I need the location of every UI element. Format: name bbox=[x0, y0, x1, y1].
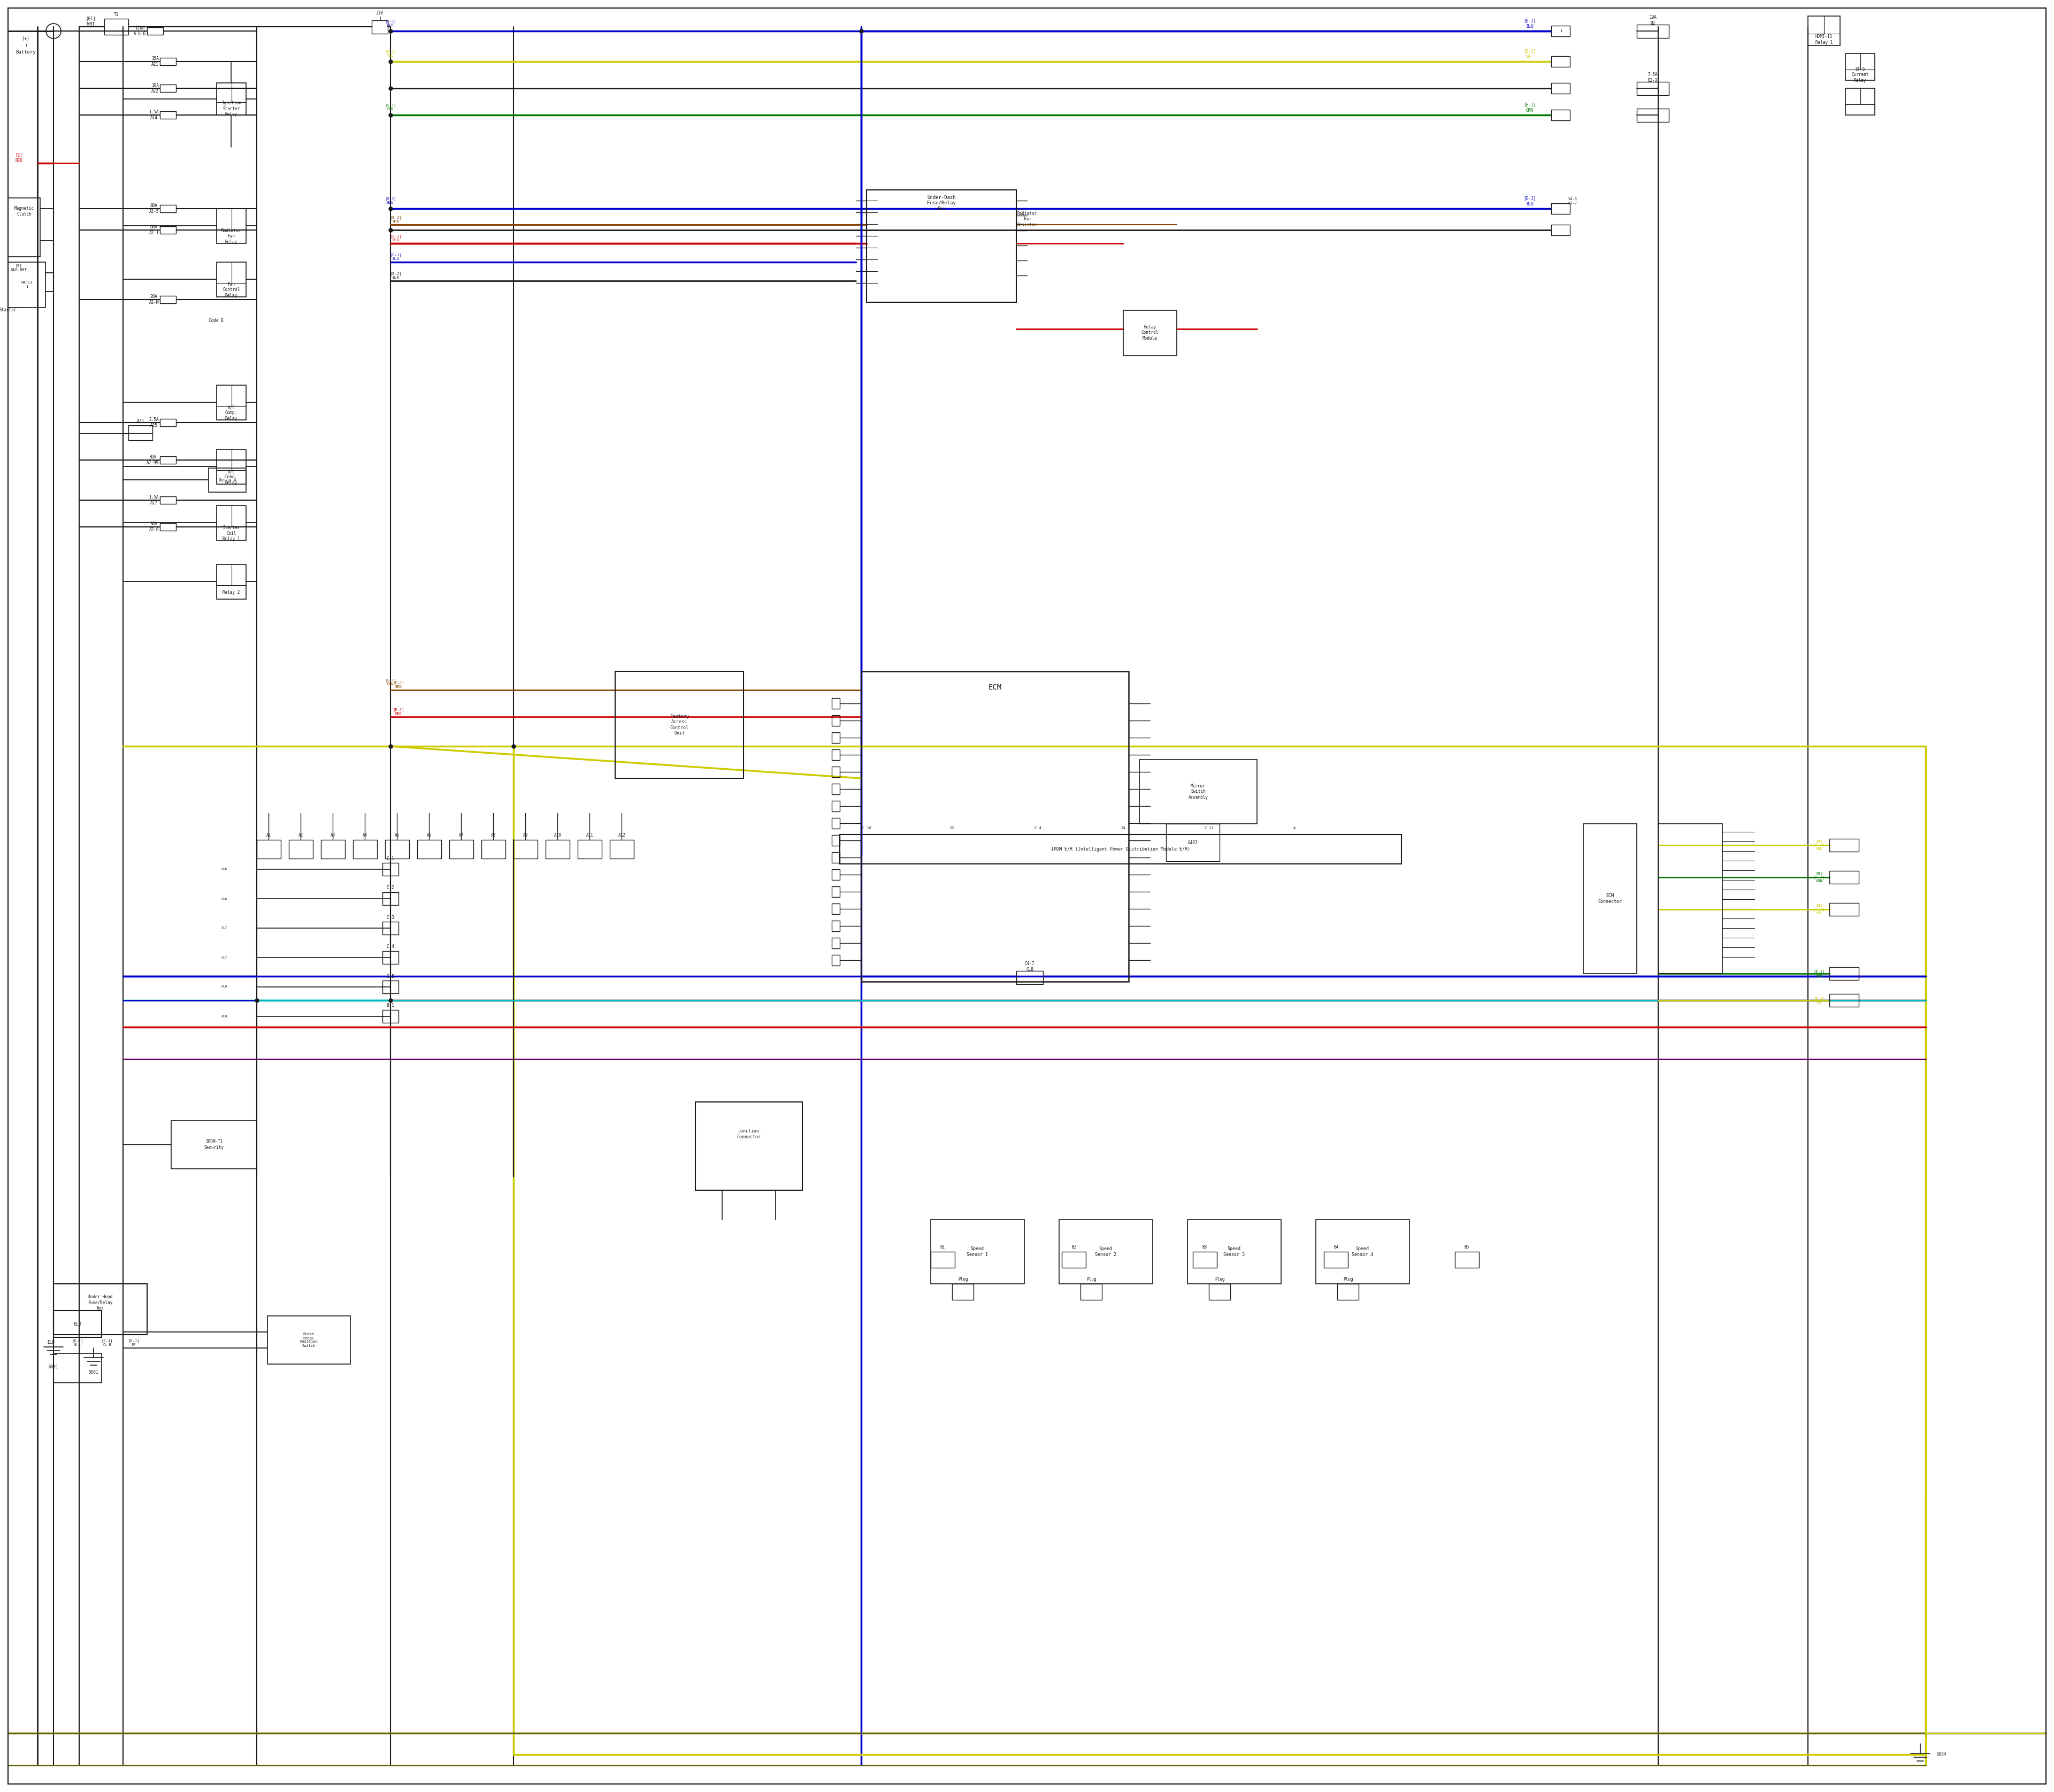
Bar bbox=[1551, 109, 1569, 120]
Text: Speed
Sensor 2: Speed Sensor 2 bbox=[1095, 1247, 1115, 1256]
Bar bbox=[832, 903, 840, 914]
Text: 1.5A
A17: 1.5A A17 bbox=[150, 495, 158, 505]
Text: C 4: C 4 bbox=[386, 944, 394, 950]
Bar bbox=[1317, 1220, 1409, 1283]
Bar bbox=[372, 20, 388, 34]
Text: G001: G001 bbox=[49, 1364, 58, 1369]
Text: A1: A1 bbox=[267, 833, 271, 839]
Bar bbox=[216, 208, 246, 244]
Text: A8: A8 bbox=[491, 833, 495, 839]
Bar bbox=[1551, 25, 1569, 36]
Bar bbox=[257, 840, 281, 858]
Text: 2.5A
A25: 2.5A A25 bbox=[150, 418, 158, 428]
Text: ECM
Connector: ECM Connector bbox=[1598, 894, 1623, 903]
Text: B12
[E-J]
GRN: B12 [E-J] GRN bbox=[1814, 871, 1826, 883]
Text: Speed
Sensor 1: Speed Sensor 1 bbox=[967, 1247, 988, 1256]
Bar bbox=[1808, 16, 1840, 45]
Text: Radiator
Fan
Relay: Radiator Fan Relay bbox=[222, 228, 240, 244]
Text: B11
[E-J]
YEL: B11 [E-J] YEL bbox=[1814, 840, 1826, 851]
Bar bbox=[832, 869, 840, 880]
Text: 20A
A2-M: 20A A2-M bbox=[150, 294, 158, 305]
Text: 19A
B2: 19A B2 bbox=[1649, 14, 1656, 25]
Bar bbox=[1193, 1253, 1216, 1267]
Text: Factory
Access
Control
Unit: Factory Access Control Unit bbox=[670, 713, 688, 735]
Bar bbox=[1830, 903, 1859, 916]
Text: B2: B2 bbox=[1072, 1245, 1076, 1249]
Bar bbox=[832, 733, 840, 744]
Bar bbox=[160, 457, 177, 464]
Text: [E-J]
BLU: [E-J] BLU bbox=[1524, 195, 1536, 206]
Bar bbox=[386, 840, 409, 858]
Text: Ignition
Starter
Relay: Ignition Starter Relay bbox=[222, 100, 240, 116]
Text: C 10: C 10 bbox=[863, 826, 871, 830]
Text: [E-J]
SP: [E-J] SP bbox=[127, 1339, 140, 1346]
Bar bbox=[1210, 1283, 1230, 1299]
Text: T1: T1 bbox=[113, 13, 119, 16]
Bar bbox=[1167, 824, 1220, 862]
Text: A25: A25 bbox=[138, 419, 144, 423]
Bar bbox=[160, 57, 177, 65]
Text: 1.5A
A14: 1.5A A14 bbox=[150, 109, 158, 120]
Bar bbox=[267, 1315, 351, 1364]
Bar bbox=[1658, 824, 1723, 973]
Bar bbox=[1830, 968, 1859, 980]
Text: 24: 24 bbox=[1121, 826, 1126, 830]
Text: A19: A19 bbox=[222, 1014, 228, 1018]
Text: Magnetic
Clutch: Magnetic Clutch bbox=[14, 206, 35, 217]
Bar bbox=[1637, 25, 1668, 38]
Bar bbox=[832, 817, 840, 828]
Text: ECM: ECM bbox=[988, 683, 1002, 692]
Bar bbox=[867, 190, 1017, 303]
Text: [E]
BLK-WHT: [E] BLK-WHT bbox=[10, 263, 27, 271]
Text: A: A bbox=[1294, 826, 1296, 830]
Bar bbox=[481, 840, 505, 858]
Bar bbox=[1844, 88, 1875, 115]
Text: [E-J]
GRN: [E-J] GRN bbox=[1524, 102, 1536, 113]
Text: Starter
Coil
Relay 1: Starter Coil Relay 1 bbox=[222, 525, 240, 541]
Text: 15A
A21: 15A A21 bbox=[152, 56, 158, 66]
Bar bbox=[353, 840, 378, 858]
Text: A5: A5 bbox=[394, 833, 401, 839]
Text: A17: A17 bbox=[222, 926, 228, 930]
Bar bbox=[832, 767, 840, 778]
Text: Plug: Plug bbox=[1087, 1278, 1097, 1281]
Text: [E1]
WHT: [E1] WHT bbox=[86, 16, 97, 27]
Bar bbox=[105, 18, 127, 34]
Bar bbox=[1637, 109, 1668, 122]
Bar bbox=[832, 715, 840, 726]
Bar bbox=[160, 296, 177, 303]
Text: 22: 22 bbox=[949, 826, 955, 830]
Text: A3: A3 bbox=[331, 833, 335, 839]
Bar bbox=[417, 840, 442, 858]
Text: G004: G004 bbox=[1937, 1753, 1947, 1756]
Bar bbox=[1844, 54, 1875, 81]
Text: [E-J]
RED: [E-J] RED bbox=[390, 235, 401, 242]
Text: [E]
RED: [E] RED bbox=[14, 152, 23, 163]
Text: [E-J]
B-L: [E-J] B-L bbox=[72, 1339, 84, 1346]
Bar bbox=[320, 840, 345, 858]
Text: Delco 4: Delco 4 bbox=[218, 477, 236, 482]
Text: Starter: Starter bbox=[0, 308, 16, 312]
Bar bbox=[1325, 1253, 1347, 1267]
Text: Fan
Control
Relay: Fan Control Relay bbox=[222, 281, 240, 297]
Text: C4-7
CL8: C4-7 CL8 bbox=[1025, 962, 1035, 971]
Bar bbox=[382, 952, 398, 964]
Text: B5: B5 bbox=[1465, 1245, 1469, 1249]
Text: [E-J]
GRN: [E-J] GRN bbox=[386, 104, 396, 111]
Text: Radiator
Fan
Resistor: Radiator Fan Resistor bbox=[1017, 211, 1037, 228]
Bar bbox=[160, 111, 177, 118]
Bar bbox=[160, 84, 177, 91]
Text: [E-J]
YEL: [E-J] YEL bbox=[1814, 996, 1826, 1004]
Bar bbox=[127, 425, 152, 441]
Text: 30A
A2-99: 30A A2-99 bbox=[146, 455, 158, 466]
Text: [E-J]
BLU: [E-J] BLU bbox=[386, 20, 396, 27]
Bar bbox=[577, 840, 602, 858]
Text: ELD: ELD bbox=[74, 1321, 82, 1326]
Bar bbox=[53, 1310, 101, 1337]
Bar bbox=[840, 835, 1401, 864]
Text: A16: A16 bbox=[222, 867, 228, 871]
Bar bbox=[160, 496, 177, 504]
Bar bbox=[290, 840, 312, 858]
Text: A10: A10 bbox=[555, 833, 561, 839]
Bar bbox=[832, 921, 840, 932]
